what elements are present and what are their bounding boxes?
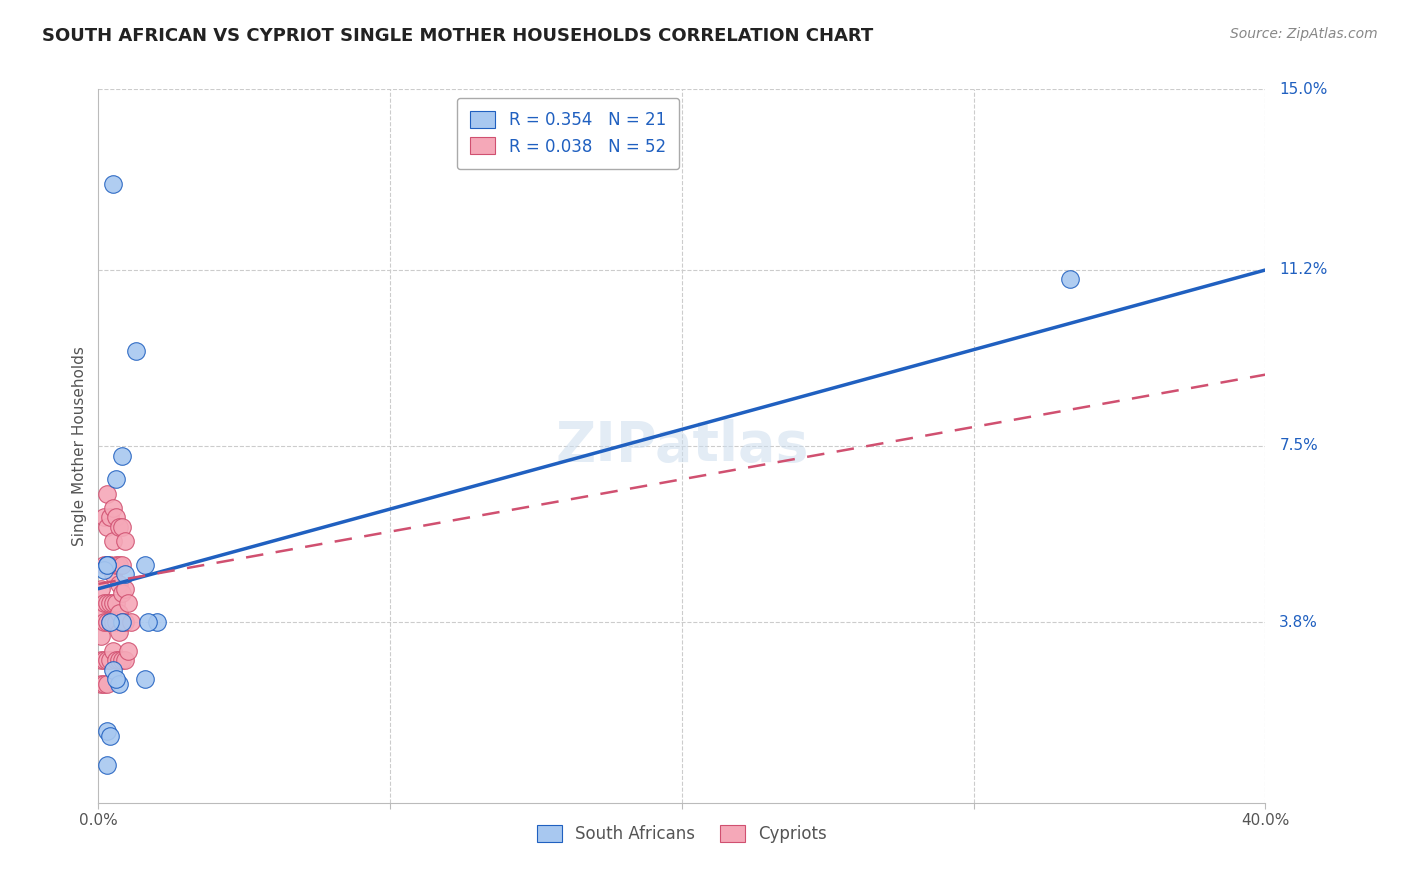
Point [96, 596, 118, 610]
Point [96, 724, 118, 739]
Text: 3.8%: 3.8% [1279, 615, 1319, 630]
Point [104, 510, 127, 524]
Point [136, 615, 159, 629]
Point [111, 520, 134, 534]
Point [108, 606, 131, 620]
Point [111, 558, 134, 572]
Point [120, 615, 142, 629]
Text: Source: ZipAtlas.com: Source: ZipAtlas.com [1230, 27, 1378, 41]
Point [104, 672, 127, 686]
Point [125, 343, 148, 358]
Point [96, 677, 118, 691]
Point [114, 582, 136, 596]
Text: 15.0%: 15.0% [1279, 82, 1327, 96]
Point [1059, 272, 1081, 286]
Point [101, 534, 124, 549]
Point [104, 615, 127, 629]
Point [108, 558, 131, 572]
Point [117, 596, 139, 610]
Point [90, 629, 112, 643]
Text: 11.2%: 11.2% [1279, 262, 1327, 277]
Point [101, 500, 124, 515]
Point [93, 563, 115, 577]
Point [111, 586, 134, 600]
Point [134, 558, 156, 572]
Point [114, 615, 136, 629]
Point [114, 534, 136, 549]
Point [101, 663, 124, 677]
Point [98, 558, 121, 572]
Point [90, 653, 112, 667]
Point [108, 653, 131, 667]
Point [98, 615, 121, 629]
Point [114, 653, 136, 667]
Point [93, 510, 115, 524]
Point [108, 577, 131, 591]
Point [114, 567, 136, 582]
Text: ZIPatlas: ZIPatlas [555, 419, 808, 473]
Point [104, 558, 127, 572]
Point [101, 567, 124, 582]
Point [104, 653, 127, 667]
Point [93, 653, 115, 667]
Point [111, 615, 134, 629]
Point [111, 615, 134, 629]
Point [101, 615, 124, 629]
Point [98, 653, 121, 667]
Point [96, 520, 118, 534]
Point [90, 582, 112, 596]
Legend: South Africans, Cypriots: South Africans, Cypriots [529, 817, 835, 852]
Point [111, 449, 134, 463]
Point [101, 178, 124, 192]
Point [101, 643, 124, 657]
Point [104, 472, 127, 486]
Y-axis label: Single Mother Households: Single Mother Households [72, 346, 87, 546]
Point [96, 486, 118, 500]
Point [101, 596, 124, 610]
Point [96, 757, 118, 772]
Point [96, 615, 118, 629]
Point [90, 677, 112, 691]
Point [98, 596, 121, 610]
Point [93, 615, 115, 629]
Point [90, 606, 112, 620]
Point [98, 615, 121, 629]
Point [98, 729, 121, 743]
Point [98, 510, 121, 524]
Point [134, 672, 156, 686]
Point [96, 653, 118, 667]
Point [96, 558, 118, 572]
Text: 7.5%: 7.5% [1279, 439, 1317, 453]
Point [111, 653, 134, 667]
Point [96, 558, 118, 572]
Point [108, 520, 131, 534]
Point [96, 558, 118, 572]
Point [108, 624, 131, 639]
Point [146, 615, 169, 629]
Point [93, 596, 115, 610]
Text: SOUTH AFRICAN VS CYPRIOT SINGLE MOTHER HOUSEHOLDS CORRELATION CHART: SOUTH AFRICAN VS CYPRIOT SINGLE MOTHER H… [42, 27, 873, 45]
Point [93, 558, 115, 572]
Point [117, 643, 139, 657]
Point [104, 596, 127, 610]
Point [108, 677, 131, 691]
Point [93, 677, 115, 691]
